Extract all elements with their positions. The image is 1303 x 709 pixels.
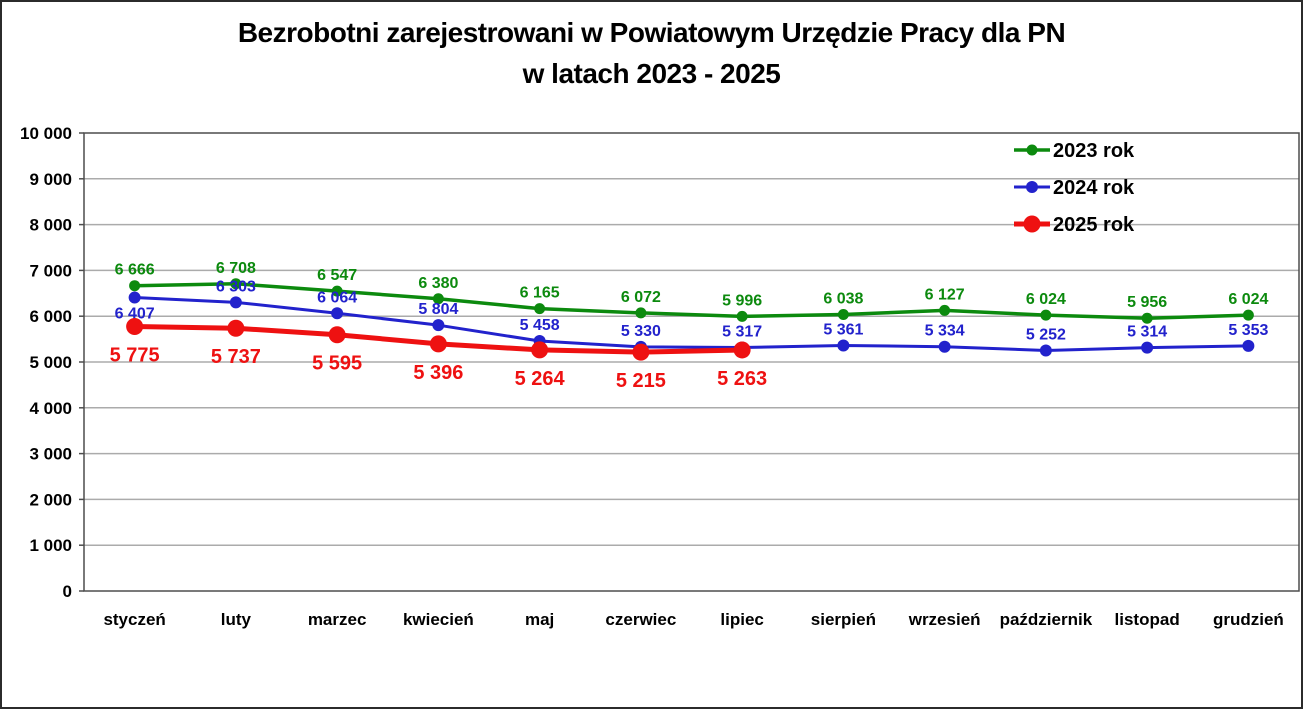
y-axis-label: 5 000 bbox=[29, 353, 72, 372]
data-label: 6 024 bbox=[1228, 291, 1268, 308]
y-axis-label: 10 000 bbox=[20, 124, 72, 143]
data-point bbox=[230, 278, 242, 290]
data-label: 5 314 bbox=[1127, 324, 1167, 341]
x-axis-label: marzec bbox=[308, 610, 367, 629]
x-axis-label: styczeń bbox=[103, 610, 165, 629]
data-point bbox=[736, 310, 748, 322]
data-label: 6 708 bbox=[216, 260, 256, 277]
data-label: 5 353 bbox=[1228, 322, 1268, 339]
data-label: 6 127 bbox=[925, 286, 965, 303]
data-point bbox=[1039, 344, 1052, 357]
x-axis-label: czerwiec bbox=[605, 610, 676, 629]
data-label: 6 407 bbox=[115, 306, 155, 323]
data-label: 5 215 bbox=[616, 370, 666, 392]
x-axis-label: kwiecień bbox=[403, 610, 474, 629]
data-point bbox=[837, 339, 850, 352]
data-label: 5 252 bbox=[1026, 326, 1066, 343]
x-axis-label: grudzień bbox=[1213, 610, 1284, 629]
data-point bbox=[331, 307, 344, 320]
data-label: 6 380 bbox=[418, 275, 458, 292]
data-label: 5 996 bbox=[722, 292, 762, 309]
x-axis-label: maj bbox=[525, 610, 554, 629]
series-line-2024-rok bbox=[134, 296, 1249, 352]
data-point bbox=[1040, 309, 1052, 321]
data-label: 5 361 bbox=[823, 321, 863, 338]
y-axis-label: 8 000 bbox=[29, 216, 72, 235]
legend-label: 2024 rok bbox=[1053, 177, 1135, 199]
chart-title-line1: Bezrobotni zarejestrowani w Powiatowym U… bbox=[237, 17, 1066, 48]
y-axis-label: 6 000 bbox=[29, 307, 72, 326]
data-label: 6 547 bbox=[317, 267, 357, 284]
data-point bbox=[837, 308, 849, 320]
data-point bbox=[432, 319, 445, 332]
legend-label: 2023 rok bbox=[1053, 140, 1135, 162]
data-point bbox=[939, 304, 951, 316]
data-point bbox=[229, 296, 242, 309]
plot-border bbox=[83, 132, 1300, 592]
y-axis-label: 9 000 bbox=[29, 170, 72, 189]
data-point bbox=[128, 291, 141, 304]
data-label: 5 595 bbox=[312, 353, 362, 375]
data-point bbox=[1141, 341, 1154, 354]
data-label: 5 458 bbox=[520, 317, 560, 334]
data-point bbox=[635, 307, 647, 319]
data-label: 5 330 bbox=[621, 323, 661, 340]
data-label: 6 038 bbox=[823, 290, 863, 307]
x-axis-label: sierpień bbox=[811, 610, 876, 629]
data-point bbox=[1242, 309, 1254, 321]
y-axis-label: 7 000 bbox=[29, 261, 72, 280]
data-point bbox=[126, 318, 144, 336]
y-axis-label: 3 000 bbox=[29, 445, 72, 464]
data-point bbox=[429, 335, 447, 353]
data-label: 5 775 bbox=[110, 345, 160, 367]
data-point bbox=[632, 343, 650, 361]
data-point bbox=[1242, 339, 1255, 352]
data-label: 5 334 bbox=[925, 323, 965, 340]
data-point bbox=[129, 280, 141, 292]
data-label: 5 956 bbox=[1127, 294, 1167, 311]
data-label: 5 263 bbox=[717, 368, 767, 390]
chart-title-line2: w latach 2023 - 2025 bbox=[522, 58, 781, 89]
data-point bbox=[531, 341, 549, 359]
legend-point-marker bbox=[1026, 144, 1038, 156]
data-label: 6 666 bbox=[115, 262, 155, 279]
data-point bbox=[227, 319, 245, 337]
data-label: 5 737 bbox=[211, 346, 261, 368]
x-axis-label: październik bbox=[1000, 610, 1093, 629]
legend-point-marker bbox=[1023, 215, 1041, 233]
data-point bbox=[534, 303, 546, 315]
y-axis-label: 2 000 bbox=[29, 490, 72, 509]
legend-point-marker bbox=[1026, 181, 1038, 193]
y-axis-label: 4 000 bbox=[29, 399, 72, 418]
data-point bbox=[328, 326, 346, 344]
data-label: 5 804 bbox=[418, 301, 458, 318]
data-point bbox=[331, 285, 343, 297]
data-point bbox=[733, 341, 751, 359]
data-label: 5 396 bbox=[413, 362, 463, 384]
x-axis-label: lipiec bbox=[720, 610, 763, 629]
data-label: 6 064 bbox=[317, 289, 357, 306]
data-label: 6 072 bbox=[621, 289, 661, 306]
data-label: 6 024 bbox=[1026, 291, 1066, 308]
data-label: 5 264 bbox=[515, 368, 566, 390]
legend-label: 2025 rok bbox=[1053, 214, 1135, 236]
data-point bbox=[432, 293, 444, 305]
data-point bbox=[938, 340, 951, 353]
chart-title: Bezrobotni zarejestrowani w Powiatowym U… bbox=[2, 12, 1301, 94]
data-label: 6 303 bbox=[216, 278, 256, 295]
x-axis-label: listopad bbox=[1115, 610, 1180, 629]
x-axis-label: wrzesień bbox=[908, 610, 981, 629]
series-line-2023-rok bbox=[134, 282, 1249, 320]
data-label: 5 317 bbox=[722, 323, 762, 340]
data-point bbox=[1141, 312, 1153, 324]
data-label: 6 165 bbox=[520, 285, 560, 302]
x-axis-label: luty bbox=[221, 610, 252, 629]
y-axis-label: 1 000 bbox=[29, 536, 72, 555]
y-axis-label: 0 bbox=[63, 582, 72, 601]
